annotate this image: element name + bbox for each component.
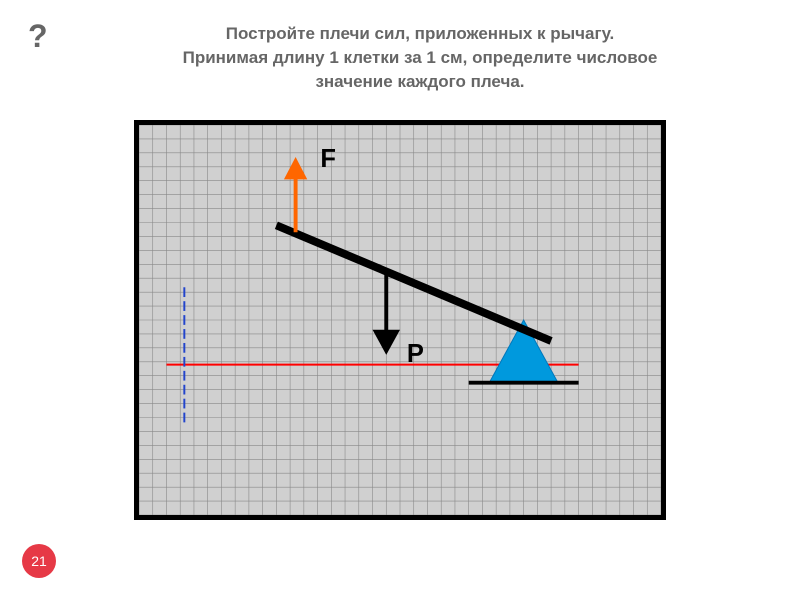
title-line-2: Принимая длину 1 клетки за 1 см, определ… [183, 48, 658, 67]
page-number-badge: 21 [22, 544, 56, 578]
title-line-1: Постройте плечи сил, приложенных к рычаг… [226, 24, 615, 43]
svg-text:P: P [407, 340, 424, 368]
svg-text:F: F [320, 145, 336, 173]
diagram-frame: FP [134, 120, 666, 520]
problem-title: Постройте плечи сил, приложенных к рычаг… [80, 22, 760, 93]
question-mark: ? [28, 18, 48, 55]
lever-diagram: FP [139, 125, 661, 515]
page-number: 21 [31, 553, 47, 569]
title-line-3: значение каждого плеча. [315, 72, 524, 91]
